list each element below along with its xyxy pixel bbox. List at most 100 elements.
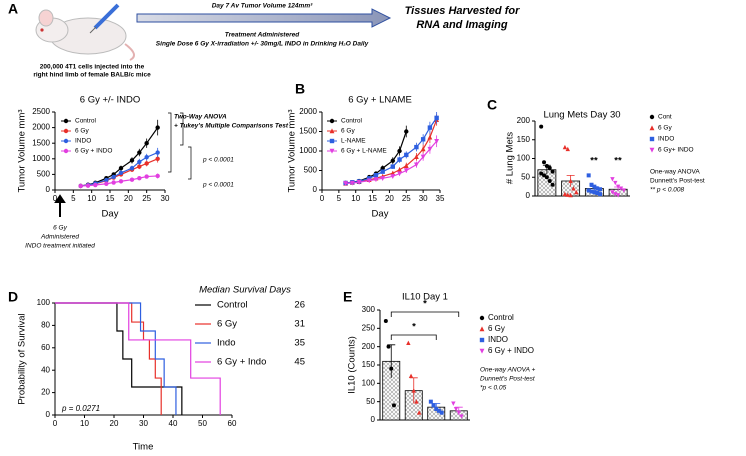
marker [420, 146, 426, 152]
annotation: p = 0.0271 [61, 404, 100, 413]
marker [428, 399, 433, 404]
x-tick-label: 0 [53, 194, 58, 203]
y-axis-label: Tumor Volume mm³ [17, 109, 28, 192]
annotation: One-way ANOVA [650, 169, 700, 176]
significance-bracket [180, 112, 184, 146]
annotation: One-way ANOVA + [480, 367, 536, 374]
annotation: 6 Gy [53, 225, 67, 232]
marker [479, 337, 485, 343]
marker [137, 175, 142, 181]
x-axis-label: Day [102, 209, 119, 220]
x-axis-label: Time [133, 442, 154, 453]
marker [565, 146, 570, 152]
marker [404, 129, 409, 134]
marker [144, 174, 149, 179]
treatment-arrow [54, 194, 66, 217]
marker [155, 125, 160, 130]
marker [589, 182, 594, 187]
significance-bracket [390, 311, 460, 317]
x-tick-label: 30 [161, 194, 170, 203]
marker [550, 182, 555, 187]
marker [439, 410, 444, 415]
x-tick-label: 20 [385, 194, 394, 203]
y-tick-label: 250 [362, 323, 376, 332]
median-value: 31 [294, 319, 305, 330]
marker [404, 152, 409, 158]
x-axis-label: Day [372, 209, 389, 220]
y-tick-label: 40 [41, 365, 50, 374]
marker [389, 366, 394, 371]
marker [63, 138, 69, 144]
y-axis-label: Tumor Volume mm³ [287, 109, 298, 192]
marker [451, 401, 456, 406]
marker [598, 187, 603, 192]
arrow-bottom-text: Treatment Administered [225, 32, 300, 39]
y-axis-label: # Lung Mets [505, 132, 516, 185]
marker [144, 141, 149, 146]
marker [542, 173, 547, 178]
marker [93, 182, 98, 188]
annotation: Administered [40, 234, 79, 241]
marker [456, 410, 461, 416]
marker [615, 184, 621, 190]
survival-curve [55, 302, 177, 415]
x-tick-label: 15 [106, 194, 115, 203]
y-tick-label: 0 [313, 185, 318, 194]
x-tick-label: 35 [436, 194, 445, 203]
y-tick-label: 0 [46, 185, 51, 194]
chart-title: IL10 Day 1 [402, 292, 448, 303]
marker [479, 348, 485, 354]
x-tick-label: 5 [337, 194, 342, 203]
marker [595, 186, 600, 191]
marker [568, 178, 573, 183]
marker [366, 178, 372, 184]
annotation: ** [614, 156, 622, 167]
marker [144, 155, 149, 160]
marker [539, 124, 544, 129]
annotation: * [423, 299, 427, 310]
marker [413, 162, 419, 168]
marker [380, 176, 386, 181]
x-tick-label: 10 [80, 419, 89, 428]
y-tick-label: 1000 [299, 146, 317, 155]
marker [390, 174, 396, 179]
y-tick-label: 2000 [32, 123, 50, 132]
y-tick-label: 2500 [32, 107, 50, 116]
marker [542, 160, 547, 165]
schematic: A 200,000 4T1 cells injected into the ri… [8, 1, 520, 79]
marker [373, 177, 379, 183]
significance-bracket [188, 146, 192, 180]
x-tick-label: 30 [139, 419, 148, 428]
marker [649, 125, 655, 131]
marker [621, 188, 627, 193]
y-tick-label: 50 [366, 397, 375, 406]
y-tick-label: 60 [41, 343, 50, 352]
legend-label: 6 Gy+ INDO [658, 147, 694, 154]
panel-label: C [487, 97, 497, 113]
marker [431, 403, 436, 408]
panel-label: E [343, 289, 352, 305]
marker [544, 164, 549, 168]
marker [380, 165, 385, 171]
y-tick-label: 100 [517, 154, 531, 163]
marker [63, 118, 69, 124]
legend-label: 6 Gy [75, 128, 89, 135]
y-tick-label: 1000 [32, 154, 50, 163]
x-tick-label: 0 [53, 419, 58, 428]
legend-label: 6 Gy [341, 128, 355, 135]
marker [649, 136, 655, 142]
marker [383, 319, 388, 323]
y-tick-label: 150 [517, 135, 531, 144]
marker [349, 180, 355, 186]
legend-label: INDO [75, 138, 91, 145]
marker [403, 163, 409, 169]
marker [118, 165, 124, 171]
x-tick-label: 20 [110, 419, 119, 428]
legend-label: Indo [217, 338, 236, 349]
marker [397, 157, 402, 162]
x-tick-label: 0 [320, 194, 325, 203]
marker [539, 171, 544, 176]
legend-label: Control [488, 313, 514, 322]
marker [390, 158, 395, 163]
